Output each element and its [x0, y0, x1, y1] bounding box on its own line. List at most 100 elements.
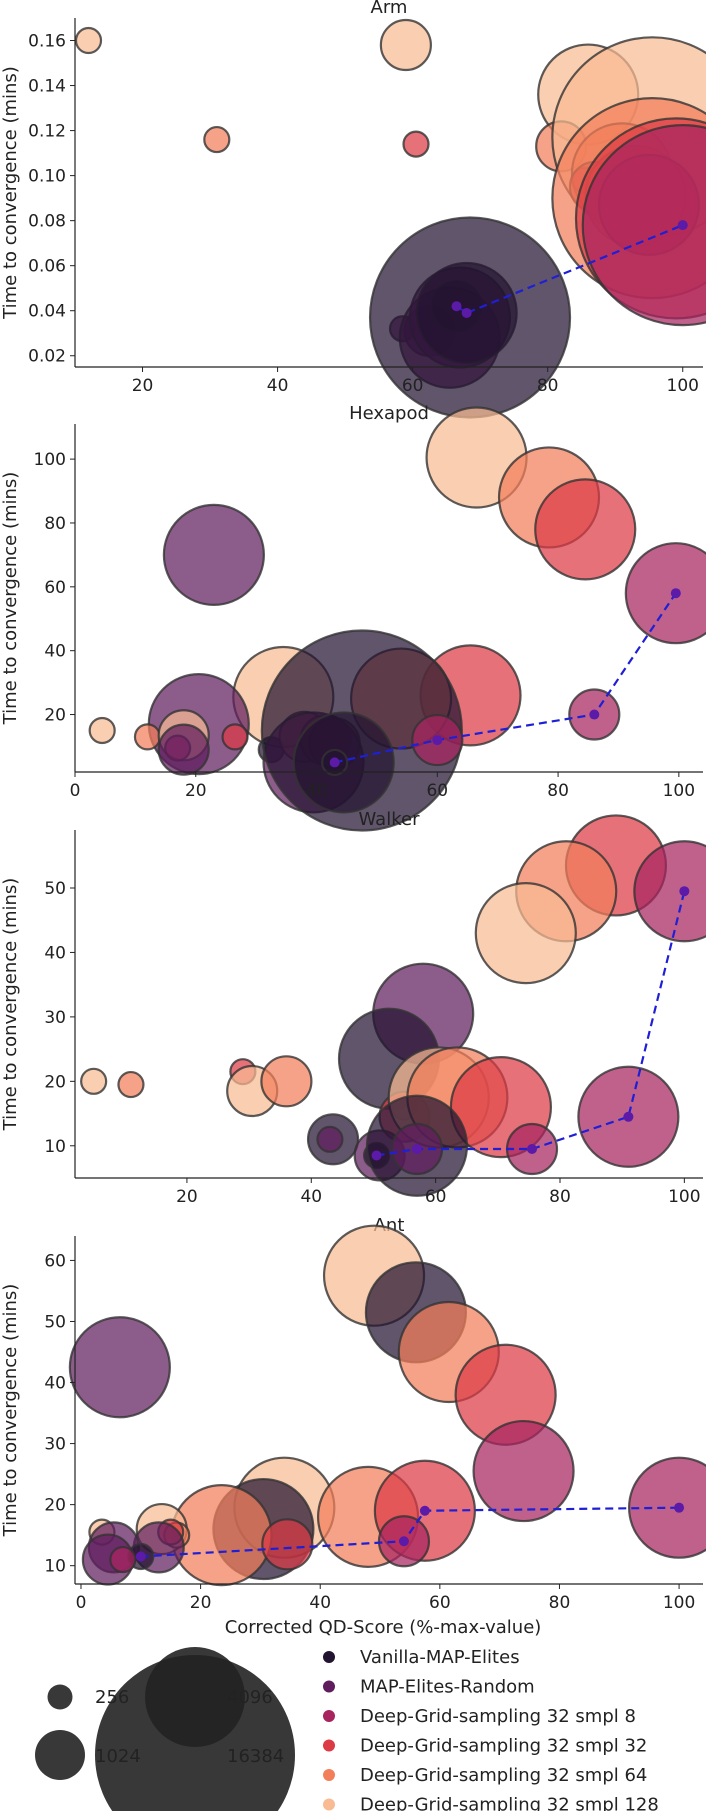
y-tick-label: 40	[44, 943, 66, 963]
legend-series-marker	[323, 1798, 335, 1811]
panel-walker: Walker Time to convergence (mins) 10 20 30 40…	[0, 809, 706, 1207]
y-tick-label: 0.14	[28, 77, 66, 97]
legend: 2561024409616384Vanilla-MAP-ElitesMAP-El…	[35, 1647, 659, 1811]
y-tick-label: 10	[44, 1137, 66, 1157]
bubble-point	[534, 478, 637, 581]
bubbles	[80, 814, 706, 1197]
x-tick-label: 100	[667, 376, 699, 396]
legend-series-marker	[323, 1651, 335, 1663]
bubble-point	[88, 716, 116, 745]
x-tick-label: 40	[300, 1187, 322, 1207]
pareto-frontier-line	[140, 1506, 680, 1558]
y-tick-label: 0.10	[28, 167, 66, 187]
bubble-point	[68, 1316, 171, 1419]
x-tick-label: 80	[549, 1187, 571, 1207]
pareto-frontier-point	[674, 1502, 685, 1513]
y-tick-label: 0.04	[28, 302, 66, 322]
bubble-point	[74, 26, 103, 55]
y-tick-label: 30	[44, 1008, 66, 1028]
bubbles	[68, 1224, 706, 1587]
bubbles	[74, 18, 706, 419]
x-tick-label: 60	[425, 1187, 447, 1207]
pareto-frontier-point	[623, 1111, 634, 1122]
y-tick-label: 100	[34, 450, 66, 470]
y-axis-label: Time to convergence (mins)	[0, 1284, 21, 1538]
y-tick-label: 30	[44, 1435, 66, 1455]
legend-series-marker	[323, 1680, 335, 1693]
bubble-point	[261, 1518, 314, 1571]
y-tick-label: 40	[44, 1374, 66, 1394]
pareto-frontier-point	[371, 1150, 382, 1161]
x-tick-label: 100	[668, 1187, 700, 1207]
y-tick-label: 0.06	[28, 257, 66, 277]
pareto-frontier-point	[589, 709, 600, 720]
pareto-frontier-point	[670, 588, 681, 599]
legend-series-label: Deep-Grid-sampling 32 smpl 64	[360, 1765, 647, 1786]
bubble-point	[316, 1125, 344, 1153]
bubble-point	[221, 723, 249, 751]
bubble-point	[627, 1456, 706, 1559]
x-tick-label: 100	[663, 1593, 695, 1613]
pareto-frontier-point	[679, 886, 690, 897]
x-tick-label: 40	[306, 781, 328, 801]
legend-size-label: 16384	[227, 1746, 284, 1767]
pareto-frontier-point	[451, 301, 462, 312]
y-tick-label: 20	[44, 706, 66, 726]
y-tick-label: 10	[44, 1557, 66, 1577]
panel-title: Arm	[371, 0, 408, 18]
bubble-point	[633, 840, 706, 943]
pareto-frontier-point	[527, 1144, 538, 1154]
legend-series-marker	[323, 1769, 335, 1781]
y-axis-label: Time to convergence (mins)	[0, 472, 21, 726]
y-tick-label: 50	[44, 1312, 66, 1332]
y-tick-label: 0.12	[28, 122, 66, 142]
panel-title: Hexapod	[349, 403, 429, 424]
bubble-point	[133, 723, 162, 751]
bubble-point	[260, 1055, 313, 1108]
pareto-frontier-line	[376, 890, 686, 1157]
legend-size-marker	[47, 1684, 73, 1710]
bubbles	[88, 406, 706, 832]
y-tick-label: 20	[44, 1496, 66, 1516]
pareto-frontier-point	[329, 757, 340, 768]
x-tick-label: 20	[185, 781, 207, 801]
x-axis-label: Corrected QD-Score (%-max-value)	[225, 1617, 542, 1638]
pareto-frontier-point	[677, 220, 688, 231]
legend-series-label: Deep-Grid-sampling 32 smpl 8	[360, 1706, 636, 1727]
legend-size-marker	[35, 1730, 85, 1780]
bubble-point	[379, 18, 432, 72]
y-tick-label: 50	[44, 879, 66, 899]
y-axis-label: Time to convergence (mins)	[0, 878, 21, 1132]
x-tick-label: 20	[190, 1593, 212, 1613]
x-tick-label: 60	[429, 1593, 451, 1613]
y-axis-label: Time to convergence (mins)	[0, 66, 21, 320]
y-tick-label: 0.16	[28, 32, 66, 52]
legend-series-label: Deep-Grid-sampling 32 smpl 128	[360, 1795, 659, 1811]
panel-arm: Arm Time to convergence (mins) 0.02 0.04 0.0…	[0, 0, 706, 419]
panel-hexapod: Hexapod Time to convergence (mins) 20 40 60 8…	[0, 403, 706, 832]
legend-series-marker	[323, 1710, 335, 1722]
pareto-frontier-point	[411, 1144, 422, 1154]
x-tick-label: 20	[176, 1187, 198, 1207]
x-tick-label: 0	[76, 1593, 87, 1613]
panel-title: Walker	[359, 809, 421, 830]
bubble-point	[472, 1419, 575, 1523]
x-tick-label: 80	[549, 1593, 571, 1613]
y-tick-label: 0.02	[28, 347, 66, 367]
pareto-frontier-point	[432, 735, 443, 746]
bubble-point	[117, 1070, 145, 1099]
y-tick-label: 40	[44, 642, 66, 662]
pareto-frontier-point	[398, 1536, 409, 1547]
y-tick-label: 60	[44, 578, 66, 598]
bubble-point	[581, 124, 706, 327]
x-tick-label: 40	[309, 1593, 331, 1613]
x-tick-label: 80	[547, 781, 569, 801]
bubble-point	[624, 542, 706, 645]
legend-series-label: Deep-Grid-sampling 32 smpl 32	[360, 1736, 647, 1757]
y-tick-label: 80	[44, 514, 66, 534]
legend-size-marker	[95, 1655, 295, 1811]
x-tick-label: 80	[537, 376, 559, 396]
bubble-point	[402, 130, 430, 158]
